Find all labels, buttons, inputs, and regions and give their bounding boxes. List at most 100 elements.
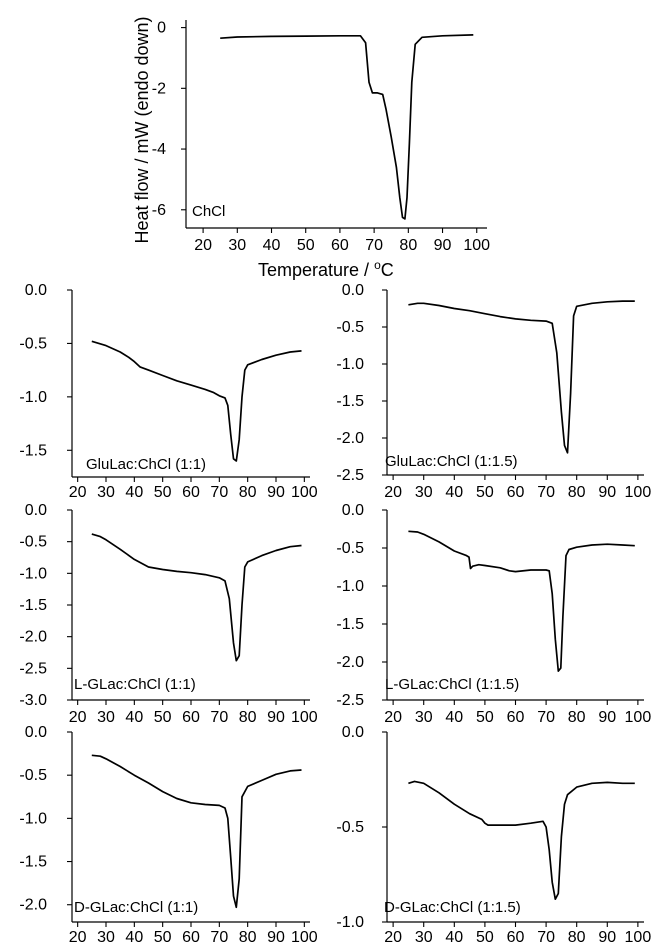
y-tick-label: -2.5 bbox=[19, 660, 47, 677]
chart-panel-3: 20 30 40 50 60 70 80 90 100 0.0 -0.5 -1.0 -1.5 -2.0 -2… bbox=[336, 282, 651, 501]
panel-sample-label: L-GLac:ChCl (1:1.5) bbox=[385, 676, 519, 693]
y-tick-label: -2 bbox=[152, 80, 166, 97]
y-tick-label: -0.5 bbox=[336, 540, 364, 557]
x-tick-label: 60 bbox=[331, 237, 349, 254]
x-tick-label: 90 bbox=[598, 484, 616, 501]
x-tick-label: 100 bbox=[463, 237, 490, 254]
x-tick-label: 40 bbox=[125, 484, 143, 501]
x-tick-label: 100 bbox=[291, 929, 318, 946]
x-tick-label: 100 bbox=[625, 929, 652, 946]
x-tick-label: 30 bbox=[97, 484, 115, 501]
x-tick-label: 70 bbox=[537, 929, 555, 946]
x-tick-label: 80 bbox=[239, 709, 257, 726]
y-tick-label: -1.0 bbox=[336, 356, 364, 373]
x-tick-label: 20 bbox=[384, 929, 402, 946]
x-tick-label: 70 bbox=[537, 484, 555, 501]
x-tick-label: 90 bbox=[267, 709, 285, 726]
panel-sample-label: ChCl bbox=[192, 203, 225, 220]
x-tick-label: 100 bbox=[625, 484, 652, 501]
y-tick-label: 0.0 bbox=[25, 282, 47, 299]
x-tick-label: 30 bbox=[97, 929, 115, 946]
x-tick-label: 90 bbox=[598, 709, 616, 726]
y-tick-label: 0.0 bbox=[342, 724, 364, 741]
x-tick-label: 70 bbox=[210, 484, 228, 501]
x-tick-label: 100 bbox=[625, 709, 652, 726]
y-tick-label: -1.0 bbox=[19, 810, 47, 827]
chart-panels: 20 30 40 50 60 70 80 90 100 0 -2 -4 -6 ChCl 20 30 40 50 60… bbox=[19, 20, 651, 946]
dsc-curve bbox=[408, 300, 635, 454]
x-tick-label: 40 bbox=[445, 484, 463, 501]
y-tick-label: 0.0 bbox=[25, 724, 47, 741]
x-tick-label: 40 bbox=[125, 929, 143, 946]
y-tick-label: -6 bbox=[152, 202, 166, 219]
x-tick-label: 80 bbox=[399, 237, 417, 254]
x-axis-title: Temperature / oC bbox=[258, 258, 394, 280]
dsc-curve bbox=[408, 530, 635, 672]
dsc-curve bbox=[408, 780, 635, 901]
x-tick-label: 50 bbox=[297, 237, 315, 254]
y-tick-label: -0.5 bbox=[19, 534, 47, 551]
x-tick-label: 20 bbox=[384, 484, 402, 501]
x-tick-label: 70 bbox=[210, 929, 228, 946]
chart-panel-1: 20 30 40 50 60 70 80 90 100 0 -2 -4 -6 ChCl bbox=[152, 20, 490, 254]
x-tick-label: 30 bbox=[415, 484, 433, 501]
dsc-curve bbox=[91, 533, 302, 662]
y-tick-label: -0.5 bbox=[336, 319, 364, 336]
x-tick-label: 40 bbox=[445, 929, 463, 946]
x-axis-title-prefix: Temperature / bbox=[258, 260, 374, 280]
y-tick-label: -1.0 bbox=[336, 914, 364, 931]
x-tick-label: 50 bbox=[154, 709, 172, 726]
x-tick-label: 50 bbox=[154, 929, 172, 946]
y-tick-label: -0.5 bbox=[19, 335, 47, 352]
y-tick-label: -2.0 bbox=[19, 629, 47, 646]
y-tick-label: -1.5 bbox=[19, 442, 47, 459]
x-tick-label: 40 bbox=[263, 237, 281, 254]
x-tick-label: 40 bbox=[445, 709, 463, 726]
x-tick-label: 60 bbox=[507, 709, 525, 726]
chart-panel-2: 20 30 40 50 60 70 80 90 100 0.0 -0.5 -1.0 -1.5 GluLac… bbox=[19, 282, 317, 501]
x-tick-label: 40 bbox=[125, 709, 143, 726]
y-tick-label: -1.5 bbox=[19, 597, 47, 614]
y-tick-label: 0 bbox=[157, 20, 166, 37]
y-tick-label: -2.5 bbox=[336, 467, 364, 484]
dsc-curve bbox=[91, 340, 302, 462]
panel-sample-label: GluLac:ChCl (1:1) bbox=[86, 456, 206, 473]
y-tick-label: -4 bbox=[152, 141, 166, 158]
x-tick-label: 80 bbox=[239, 929, 257, 946]
x-axis-title-suffix: C bbox=[381, 260, 394, 280]
y-tick-label: 0.0 bbox=[342, 282, 364, 299]
x-tick-label: 90 bbox=[267, 484, 285, 501]
x-axis-title-superscript: o bbox=[374, 258, 381, 272]
x-tick-label: 80 bbox=[568, 484, 586, 501]
y-tick-label: -1.0 bbox=[19, 389, 47, 406]
y-tick-label: 0.0 bbox=[342, 502, 364, 519]
y-tick-label: -0.5 bbox=[336, 819, 364, 836]
x-tick-label: 50 bbox=[476, 484, 494, 501]
y-tick-label: -1.0 bbox=[336, 578, 364, 595]
x-tick-label: 20 bbox=[194, 237, 212, 254]
x-tick-label: 100 bbox=[291, 484, 318, 501]
x-tick-label: 100 bbox=[291, 709, 318, 726]
x-tick-label: 60 bbox=[182, 709, 200, 726]
y-tick-label: -3.0 bbox=[19, 692, 47, 709]
x-tick-label: 20 bbox=[384, 709, 402, 726]
y-tick-label: 0.0 bbox=[25, 502, 47, 519]
y-tick-label: -2.5 bbox=[336, 692, 364, 709]
dsc-curve bbox=[91, 754, 302, 909]
x-tick-label: 20 bbox=[69, 709, 87, 726]
panel-sample-label: L-GLac:ChCl (1:1) bbox=[74, 676, 196, 693]
y-tick-label: -1.5 bbox=[336, 616, 364, 633]
x-tick-label: 30 bbox=[228, 237, 246, 254]
x-tick-label: 30 bbox=[415, 709, 433, 726]
x-tick-label: 90 bbox=[267, 929, 285, 946]
y-axis-title: Heat flow / mW (endo down) bbox=[132, 16, 152, 243]
x-tick-label: 70 bbox=[210, 709, 228, 726]
x-tick-label: 70 bbox=[365, 237, 383, 254]
panel-sample-label: GluLac:ChCl (1:1.5) bbox=[385, 453, 518, 470]
x-tick-label: 50 bbox=[154, 484, 172, 501]
x-tick-label: 30 bbox=[415, 929, 433, 946]
x-tick-label: 60 bbox=[507, 929, 525, 946]
chart-panel-4: 20 30 40 50 60 70 80 90 100 0.0 -0.5 -1.0 -1.5 -2.0 -2… bbox=[19, 502, 317, 726]
x-tick-label: 70 bbox=[537, 709, 555, 726]
